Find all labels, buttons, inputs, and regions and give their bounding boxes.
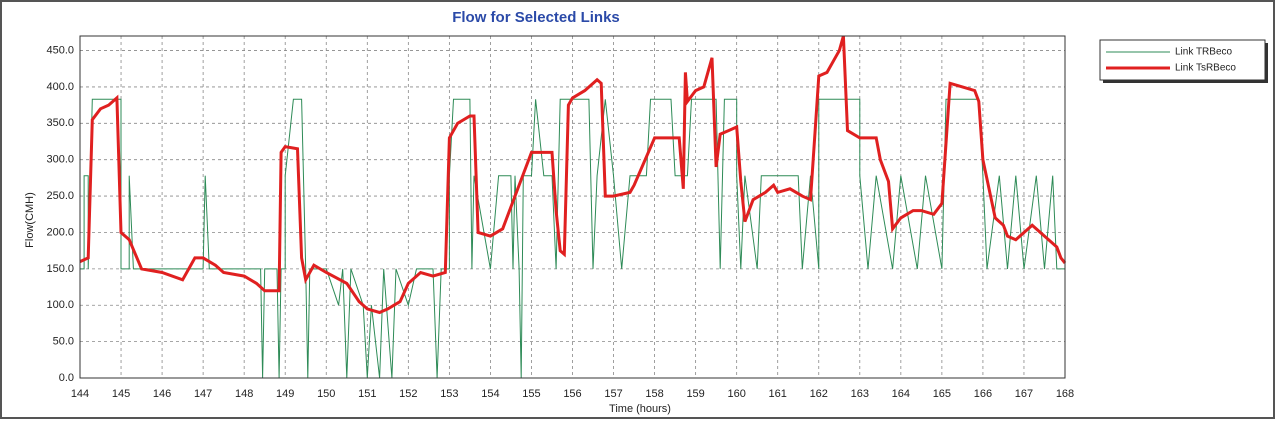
x-tick-label: 152 bbox=[399, 388, 417, 400]
x-tick-label: 159 bbox=[686, 388, 704, 400]
legend bbox=[1099, 39, 1266, 81]
series-line bbox=[79, 35, 1067, 315]
x-tick-label: 165 bbox=[933, 388, 951, 400]
x-tick-label: 160 bbox=[727, 388, 745, 400]
y-tick-label: 450.0 bbox=[46, 44, 74, 56]
x-tick-label: 148 bbox=[235, 388, 253, 400]
y-tick-label: 50.0 bbox=[53, 336, 74, 348]
x-tick-label: 156 bbox=[563, 388, 581, 400]
x-tick-label: 164 bbox=[892, 388, 910, 400]
x-tick-label: 149 bbox=[276, 388, 294, 400]
x-tick-label: 162 bbox=[810, 388, 828, 400]
x-tick-label: 153 bbox=[440, 388, 458, 400]
y-tick-label: 300.0 bbox=[46, 154, 74, 166]
x-tick-label: 154 bbox=[481, 388, 499, 400]
x-tick-label: 155 bbox=[522, 388, 540, 400]
x-tick-label: 158 bbox=[645, 388, 663, 400]
x-tick-label: 150 bbox=[317, 388, 335, 400]
x-tick-label: 161 bbox=[769, 388, 787, 400]
x-tick-label: 144 bbox=[71, 388, 89, 400]
y-tick-label: 400.0 bbox=[46, 81, 74, 93]
plot-border bbox=[79, 35, 1066, 379]
x-tick-label: 151 bbox=[358, 388, 376, 400]
x-tick-label: 166 bbox=[974, 388, 992, 400]
y-axis-label: Flow(CMH) bbox=[24, 192, 36, 248]
x-tick-label: 145 bbox=[112, 388, 130, 400]
x-tick-label: 146 bbox=[153, 388, 171, 400]
y-tick-label: 350.0 bbox=[46, 117, 74, 129]
y-tick-label: 100.0 bbox=[46, 299, 74, 311]
y-tick-label: 150.0 bbox=[46, 263, 74, 275]
legend-label: Link TRBeco bbox=[1175, 47, 1233, 58]
y-tick-label: 200.0 bbox=[46, 226, 74, 238]
x-tick-label: 147 bbox=[194, 388, 212, 400]
x-tick-label: 168 bbox=[1056, 388, 1074, 400]
x-tick-label: 163 bbox=[851, 388, 869, 400]
y-tick-label: 250.0 bbox=[46, 190, 74, 202]
legend-label: Link TsRBeco bbox=[1175, 63, 1236, 74]
x-axis-label: Time (hours) bbox=[609, 403, 671, 415]
chart-title: Flow for Selected Links bbox=[452, 9, 620, 26]
x-tick-label: 157 bbox=[604, 388, 622, 400]
y-tick-label: 0.0 bbox=[59, 372, 74, 384]
x-tick-label: 167 bbox=[1015, 388, 1033, 400]
